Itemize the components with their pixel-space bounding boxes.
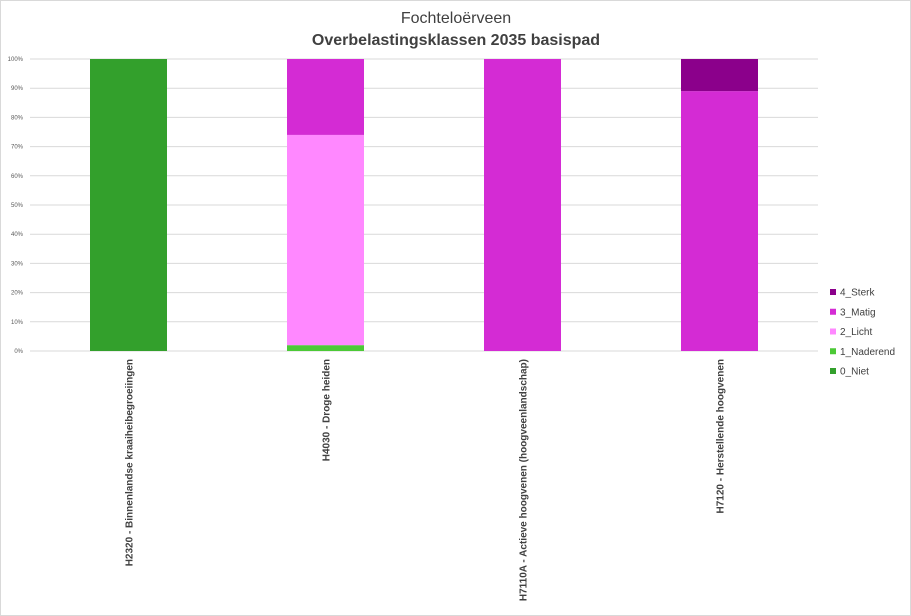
x-category-label: H2320 - Binnenlandse kraaiheibegroeiinge… [125, 359, 136, 566]
legend-label: 2_Licht [840, 327, 872, 338]
bar-segment [287, 345, 364, 351]
y-tick-label: 60% [11, 174, 24, 180]
bar-segment [90, 59, 167, 351]
y-tick-label: 80% [11, 115, 24, 121]
legend-item: 1_Naderend [830, 347, 895, 358]
y-tick-label: 10% [11, 320, 24, 326]
bar-segment [484, 59, 561, 351]
legend-swatch [830, 289, 836, 295]
bars [90, 59, 758, 352]
y-tick-label: 70% [11, 145, 24, 151]
y-tick-label: 0% [14, 349, 23, 355]
bar-segment [681, 91, 758, 352]
legend-item: 2_Licht [830, 327, 872, 338]
y-axis-ticks: 0% 10% 20% 30% 40% 50% 60% 70% 80% 90% 100% [8, 57, 24, 355]
bar-segment [287, 59, 364, 135]
legend-label: 0_Niet [840, 367, 869, 378]
chart-subtitle: Overbelastingsklassen 2035 basispad [312, 32, 600, 49]
legend-swatch [830, 368, 836, 374]
y-tick-label: 40% [11, 232, 24, 238]
x-category-label: H7120 - Herstellende hoogvenen [716, 359, 727, 514]
y-tick-label: 100% [8, 57, 24, 63]
y-tick-label: 20% [11, 291, 24, 297]
bar-segment [287, 134, 364, 346]
bar-segment [681, 59, 758, 92]
legend-swatch [830, 308, 836, 315]
legend-item: 0_Niet [830, 367, 869, 378]
x-axis-categories: H2320 - Binnenlandse kraaiheibegroeiinge… [125, 359, 727, 601]
legend-swatch [830, 328, 836, 335]
legend-label: 4_Sterk [840, 288, 875, 299]
legend-item: 4_Sterk [830, 288, 875, 299]
chart-title: Fochteloërveen [401, 10, 511, 27]
legend-label: 1_Naderend [840, 347, 895, 358]
x-category-label: H7110A - Actieve hoogvenen (hoogveenland… [519, 359, 530, 601]
legend-item: 3_Matig [830, 307, 876, 318]
legend-label: 3_Matig [840, 307, 876, 318]
y-tick-label: 90% [11, 86, 24, 92]
legend: 4_Sterk 3_Matig 2_Licht 1_Naderend 0_Niet [830, 288, 895, 378]
legend-swatch [830, 348, 836, 355]
y-tick-label: 30% [11, 261, 24, 267]
x-category-label: H4030 - Droge heiden [322, 359, 333, 461]
y-tick-label: 50% [11, 203, 24, 209]
